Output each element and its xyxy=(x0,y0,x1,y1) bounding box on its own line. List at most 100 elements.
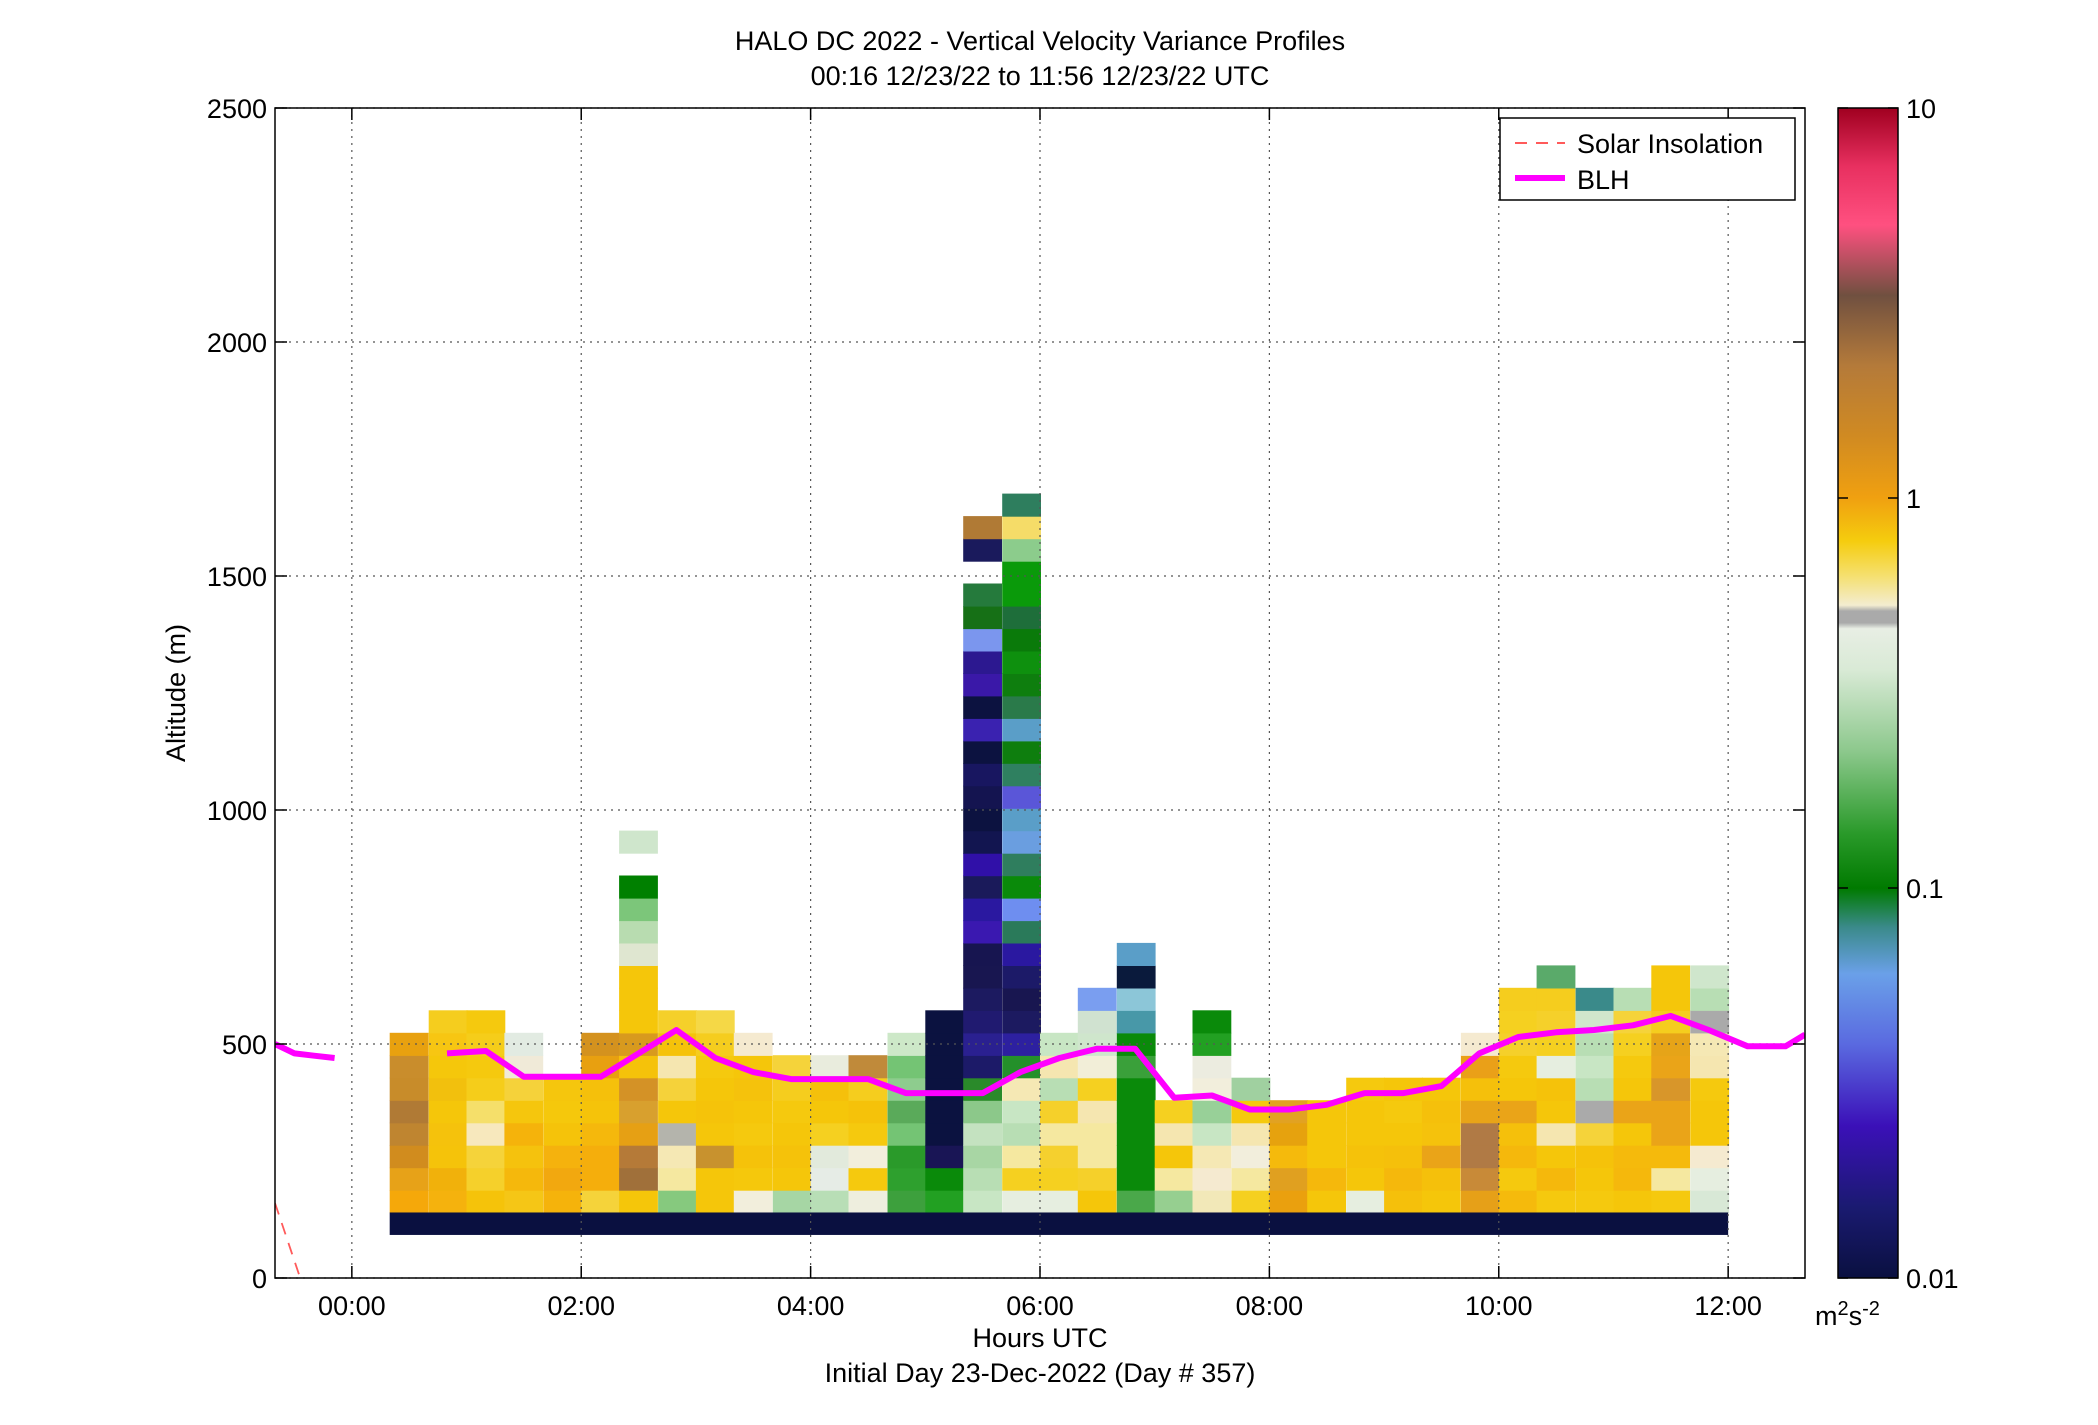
heatmap-cell xyxy=(619,942,658,966)
heatmap-cell xyxy=(1269,1167,1309,1191)
heatmap-cell xyxy=(963,1010,1002,1034)
heatmap-cell xyxy=(1231,1077,1271,1101)
heatmap-cell xyxy=(543,1145,583,1169)
heatmap-cell xyxy=(1613,1122,1653,1146)
colorbar-unit: m2s-2 xyxy=(1815,1298,1880,1331)
heatmap-cell xyxy=(1651,1190,1691,1214)
heatmap-cell xyxy=(1421,1100,1461,1124)
heatmap-cell xyxy=(1460,1122,1500,1146)
heatmap-cell xyxy=(1613,1145,1653,1169)
heatmap-cell xyxy=(1002,875,1041,899)
heatmap-cell xyxy=(1116,1190,1156,1214)
heatmap-cell xyxy=(658,1167,697,1191)
heatmap-cell xyxy=(619,1122,658,1146)
heatmap-cell xyxy=(887,1055,927,1079)
heatmap-cell xyxy=(963,695,1002,719)
heatmap-cell xyxy=(1536,1190,1576,1214)
heatmap-cell xyxy=(1613,987,1653,1011)
heatmap-cell xyxy=(772,1145,812,1169)
heatmap-cell xyxy=(1116,942,1156,966)
heatmap-cell xyxy=(1613,1032,1653,1056)
heatmap-cell xyxy=(963,853,1002,877)
heatmap-cell xyxy=(1498,1010,1538,1034)
heatmap-cell xyxy=(1498,1190,1538,1214)
heatmap-cell xyxy=(1002,1077,1041,1101)
heatmap-cell xyxy=(810,1167,850,1191)
y-tick-label: 1500 xyxy=(207,562,267,592)
heatmap-cell xyxy=(810,1100,850,1124)
heatmap-bottom-band xyxy=(389,1212,1729,1235)
heatmap-cell xyxy=(1154,1145,1194,1169)
heatmap-cell xyxy=(1269,1190,1309,1214)
heatmap-cell xyxy=(1002,628,1041,652)
heatmap-cell xyxy=(1040,1077,1079,1101)
heatmap-cell xyxy=(466,1190,506,1214)
heatmap-cell xyxy=(1077,987,1117,1011)
heatmap-cell xyxy=(963,942,1002,966)
heatmap-cell xyxy=(1575,1145,1615,1169)
heatmap-cell xyxy=(1421,1167,1461,1191)
x-tick-label: 02:00 xyxy=(547,1291,615,1321)
heatmap-cell xyxy=(1575,987,1615,1011)
heatmap-cell xyxy=(887,1100,927,1124)
heatmap-cell xyxy=(1690,1077,1730,1101)
heatmap-cell xyxy=(1231,1190,1271,1214)
heatmap-cell xyxy=(1154,1167,1194,1191)
heatmap-cell xyxy=(1613,1167,1653,1191)
heatmap-cell xyxy=(1002,493,1041,517)
y-tick-label: 1000 xyxy=(207,796,267,826)
colorbar-unit-mid: s xyxy=(1849,1301,1863,1331)
heatmap-cell xyxy=(772,1055,812,1079)
heatmap-cell xyxy=(389,1167,429,1191)
heatmap-cell xyxy=(1192,1167,1232,1191)
heatmap-cell xyxy=(1077,1100,1117,1124)
heatmap-cell xyxy=(581,1145,620,1169)
heatmap-cell xyxy=(963,785,1002,809)
heatmap-cell xyxy=(963,920,1002,944)
heatmap-cell xyxy=(695,1077,735,1101)
heatmap-cell xyxy=(428,1167,468,1191)
heatmap-cell xyxy=(733,1032,773,1056)
heatmap-cell xyxy=(1651,965,1691,989)
heatmap-cell xyxy=(1002,920,1041,944)
heatmap-cell xyxy=(1613,1055,1653,1079)
heatmap-cell xyxy=(619,875,658,899)
heatmap-cell xyxy=(658,1122,697,1146)
heatmap-cell xyxy=(1002,1122,1041,1146)
heatmap-cell xyxy=(466,1145,506,1169)
series-line-solar-insolation xyxy=(275,1202,302,1278)
heatmap-cell xyxy=(1002,561,1041,585)
heatmap-cell xyxy=(963,718,1002,742)
heatmap-cell xyxy=(1651,1100,1691,1124)
colorbar-unit-exp1: 2 xyxy=(1838,1298,1849,1320)
heatmap-cell xyxy=(658,1055,697,1079)
heatmap-cell xyxy=(1690,1100,1730,1124)
heatmap-cell xyxy=(1077,1190,1117,1214)
heatmap-cell xyxy=(1690,1032,1730,1056)
heatmap-cell xyxy=(1575,1100,1615,1124)
heatmap-cell xyxy=(619,1100,658,1124)
heatmap-cell xyxy=(848,1190,888,1214)
heatmap-cell xyxy=(1613,1190,1653,1214)
heatmap-cell xyxy=(963,875,1002,899)
heatmap-cell xyxy=(1498,1077,1538,1101)
heatmap-cell xyxy=(925,1190,965,1214)
heatmap-cell xyxy=(1002,516,1041,540)
heatmap-cell xyxy=(1116,965,1156,989)
heatmap-cell xyxy=(925,1010,965,1034)
heatmap-cell xyxy=(1651,1077,1691,1101)
heatmap-cell xyxy=(1002,1167,1041,1191)
heatmap-cell xyxy=(1002,718,1041,742)
heatmap-cell xyxy=(963,830,1002,854)
heatmap-cell xyxy=(1002,987,1041,1011)
heatmap-cell xyxy=(1651,987,1691,1011)
heatmap-cell xyxy=(733,1167,773,1191)
heatmap-cell xyxy=(1536,1145,1576,1169)
heatmap-cell xyxy=(619,830,658,854)
heatmap-cell xyxy=(1651,1032,1691,1056)
heatmap-cell xyxy=(1002,1145,1041,1169)
y-tick-label: 500 xyxy=(222,1030,267,1060)
heatmap-cell xyxy=(1269,1122,1309,1146)
heatmap-cell xyxy=(1077,1167,1117,1191)
colorbar: 0.01 0.1 1 10 m2s-2 xyxy=(1815,94,1959,1331)
